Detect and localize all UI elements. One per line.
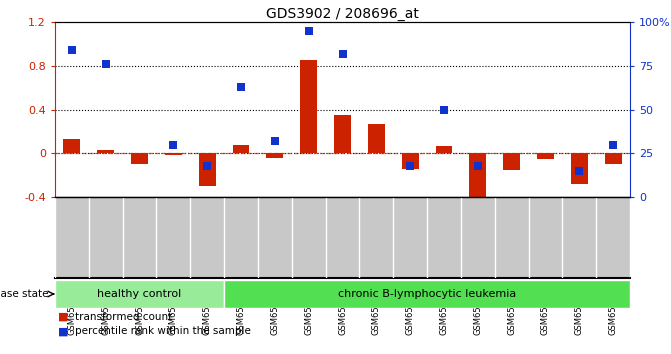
Bar bbox=[402, 153, 419, 169]
Bar bbox=[469, 153, 486, 204]
Bar bbox=[55, 280, 224, 308]
Bar bbox=[537, 153, 554, 159]
Bar bbox=[368, 124, 384, 153]
Bar bbox=[503, 153, 520, 170]
Bar bbox=[334, 115, 351, 153]
Text: ■: ■ bbox=[58, 326, 69, 336]
Bar bbox=[233, 144, 250, 153]
Bar bbox=[64, 139, 81, 153]
Text: healthy control: healthy control bbox=[97, 289, 182, 299]
Bar bbox=[97, 150, 114, 153]
Title: GDS3902 / 208696_at: GDS3902 / 208696_at bbox=[266, 7, 419, 21]
Text: transformed count: transformed count bbox=[75, 312, 172, 322]
Bar bbox=[131, 153, 148, 164]
Bar bbox=[224, 280, 630, 308]
Bar bbox=[165, 153, 182, 155]
Bar bbox=[266, 153, 283, 158]
Bar bbox=[571, 153, 588, 184]
Bar bbox=[605, 153, 621, 164]
Bar bbox=[300, 60, 317, 153]
Bar bbox=[435, 145, 452, 153]
Text: percentile rank within the sample: percentile rank within the sample bbox=[75, 326, 251, 336]
Bar bbox=[199, 153, 215, 186]
Text: disease state: disease state bbox=[0, 289, 48, 299]
Text: ■: ■ bbox=[58, 312, 69, 322]
Text: chronic B-lymphocytic leukemia: chronic B-lymphocytic leukemia bbox=[338, 289, 516, 299]
